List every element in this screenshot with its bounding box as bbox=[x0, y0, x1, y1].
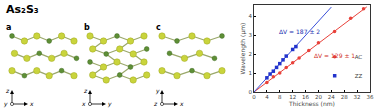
svg-text:y: y bbox=[3, 100, 8, 108]
svg-text:0: 0 bbox=[252, 94, 256, 100]
svg-text:x: x bbox=[81, 100, 86, 107]
svg-text:b: b bbox=[84, 23, 90, 32]
svg-text:ZZ: ZZ bbox=[355, 73, 363, 79]
svg-text:z: z bbox=[5, 87, 10, 94]
svg-text:16: 16 bbox=[302, 94, 309, 100]
svg-text:20: 20 bbox=[315, 94, 322, 100]
svg-text:x: x bbox=[29, 100, 34, 107]
svg-text:2: 2 bbox=[249, 51, 253, 57]
svg-text:36: 36 bbox=[367, 94, 374, 100]
svg-text:Thickness (nm): Thickness (nm) bbox=[288, 100, 335, 107]
svg-text:3: 3 bbox=[249, 32, 253, 38]
svg-text:a: a bbox=[6, 23, 11, 32]
svg-text:24: 24 bbox=[328, 94, 335, 100]
svg-text:1: 1 bbox=[249, 70, 253, 76]
svg-text:As₂S₃: As₂S₃ bbox=[6, 3, 39, 16]
svg-text:0: 0 bbox=[249, 89, 253, 95]
svg-text:x: x bbox=[179, 100, 184, 107]
svg-text:28: 28 bbox=[341, 94, 348, 100]
svg-text:4: 4 bbox=[249, 13, 253, 19]
svg-text:ΔV = 187 ± 2: ΔV = 187 ± 2 bbox=[279, 28, 320, 35]
svg-text:z: z bbox=[83, 87, 88, 94]
svg-text:y: y bbox=[107, 100, 112, 108]
svg-text:4: 4 bbox=[265, 94, 269, 100]
svg-text:Wavelength (μm): Wavelength (μm) bbox=[239, 23, 247, 75]
svg-text:32: 32 bbox=[354, 94, 361, 100]
svg-text:ΔV = 129 ± 1: ΔV = 129 ± 1 bbox=[314, 52, 355, 59]
svg-text:y: y bbox=[155, 87, 160, 95]
svg-text:8: 8 bbox=[278, 94, 282, 100]
svg-text:AC: AC bbox=[355, 54, 363, 60]
svg-text:c: c bbox=[156, 23, 161, 32]
svg-text:z: z bbox=[153, 100, 158, 107]
svg-text:12: 12 bbox=[289, 94, 296, 100]
